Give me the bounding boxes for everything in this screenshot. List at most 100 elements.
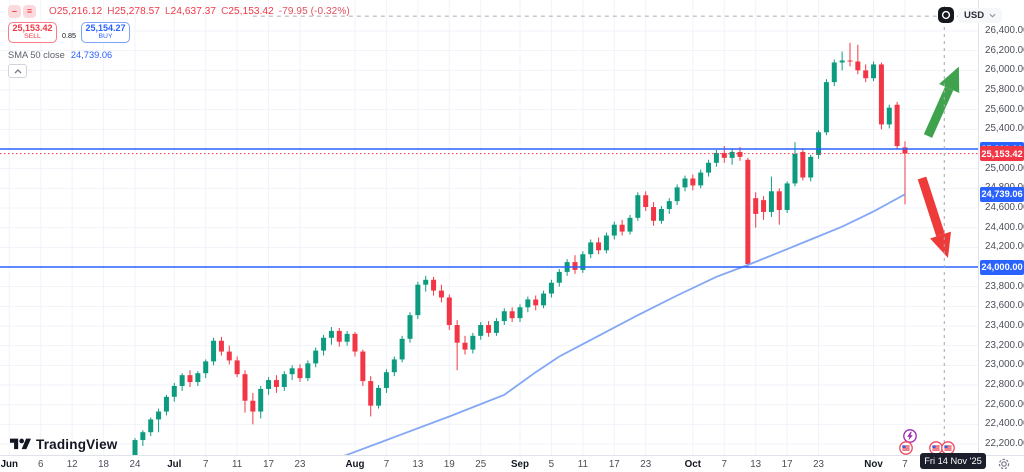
candle-body — [501, 311, 507, 322]
candle-body — [556, 271, 562, 283]
low-value: 24,637.37 — [170, 6, 217, 17]
symbol-logo-minus-icon[interactable]: – — [8, 5, 21, 18]
price-axis-label: 24,600.00 — [985, 202, 1024, 213]
time-axis-label: 7 — [902, 459, 908, 470]
indicator-name: SMA 50 close — [8, 50, 65, 60]
candle-body — [792, 153, 798, 184]
buy-label: BUY — [98, 33, 113, 41]
currency-selector[interactable]: USD — [958, 7, 1003, 23]
candle-body — [509, 311, 515, 319]
sell-price: 25,153.42 — [12, 23, 53, 34]
candle-body — [847, 60, 853, 62]
time-axis-label: 11 — [577, 459, 588, 470]
candle-body — [195, 373, 201, 383]
candle-body — [321, 337, 327, 351]
down-arrow-drawing[interactable] — [912, 175, 959, 262]
time-axis-label: 17 — [263, 459, 275, 470]
time-axis-label: 24 — [129, 459, 141, 470]
price-axis-label: 24,400.00 — [985, 221, 1024, 233]
currency-label: USD — [964, 9, 985, 21]
time-axis-label: 13 — [750, 459, 762, 470]
candle-body — [423, 279, 429, 285]
time-axis-label: 17 — [608, 459, 620, 470]
chevron-up-icon — [14, 68, 21, 73]
buy-price: 25,154.27 — [85, 23, 126, 34]
symbol-logo-list-icon[interactable]: ≡ — [23, 5, 36, 18]
price-badge: 24,000.00 — [980, 259, 1024, 275]
candle-body — [446, 297, 452, 326]
candle-body — [211, 340, 217, 362]
high-label: H — [107, 6, 115, 17]
time-axis-label: 17 — [781, 459, 793, 470]
price-axis-label: 23,600.00 — [985, 300, 1024, 312]
price-axis-label: 26,200.00 — [985, 44, 1024, 56]
price-axis-label: 23,800.00 — [985, 280, 1024, 292]
candle-body — [902, 147, 908, 154]
earnings-lightning-icon[interactable] — [903, 429, 917, 443]
candle-body — [470, 335, 476, 350]
candle-body — [627, 217, 633, 232]
time-axis-label: 25 — [475, 459, 487, 470]
tradingview-logo[interactable]: TradingView — [10, 436, 117, 453]
candle-body — [831, 62, 837, 83]
buy-button[interactable]: 25,154.27 BUY — [81, 22, 130, 43]
time-axis-label: 23 — [813, 459, 824, 470]
spread-value: 0.85 — [62, 31, 76, 40]
time-axis-label: 12 — [66, 459, 78, 470]
candle-body — [266, 380, 272, 389]
candle-body — [431, 279, 437, 291]
date-tooltip: Fri 14 Nov '25 — [920, 453, 986, 469]
sma-50-line[interactable] — [307, 193, 906, 469]
collapse-legend-button[interactable] — [8, 64, 27, 78]
candle-body — [234, 360, 240, 375]
candle-body — [894, 104, 900, 147]
candle-body — [250, 400, 256, 412]
candle-body — [352, 333, 358, 352]
open-value: 25,216.12 — [56, 6, 103, 17]
candle-body — [674, 187, 680, 202]
candle-body — [768, 191, 774, 212]
time-axis-label: Jun — [0, 459, 18, 470]
candle-body — [690, 178, 696, 186]
time-axis[interactable]: Jun 6 12 18 24 Jul 7 11 17 23 Aug 7 13 19 25 Sep 5 11 17 23… — [0, 455, 1024, 472]
time-axis-label: 7 — [721, 459, 727, 470]
candle-body — [462, 342, 468, 350]
candle-body — [273, 380, 279, 387]
candle-body — [360, 351, 366, 382]
candle-body — [171, 385, 177, 397]
candle-body — [737, 151, 743, 157]
candle-body — [297, 368, 303, 379]
sell-button[interactable]: 25,153.42 SELL — [8, 22, 57, 43]
time-axis-label: 7 — [383, 459, 390, 470]
candle-body — [816, 132, 822, 155]
candle-body — [313, 350, 319, 364]
time-axis-label: 11 — [232, 459, 243, 470]
axis-settings-gear-icon[interactable] — [997, 457, 1011, 471]
up-arrow-drawing[interactable] — [918, 62, 969, 140]
indicator-row[interactable]: SMA 50 close 24,739.06 — [8, 50, 350, 60]
candle-body — [745, 159, 751, 265]
candle-body — [148, 419, 154, 433]
price-axis-label: 25,000.00 — [985, 162, 1024, 174]
price-axis-label: 25,800.00 — [985, 84, 1024, 95]
candle-body — [242, 374, 248, 401]
time-axis-label: 23 — [294, 459, 306, 470]
candle-body — [682, 178, 688, 188]
time-axis-label: 18 — [98, 459, 110, 470]
candle-body — [415, 284, 421, 316]
candle-body — [525, 299, 531, 308]
candle-body — [666, 201, 672, 209]
candle-body — [344, 333, 350, 342]
candle-body — [698, 172, 704, 186]
candle-body — [368, 381, 374, 406]
candle-body — [163, 396, 169, 412]
candle-body — [289, 368, 295, 375]
price-axis[interactable]: 26,400.00 26,200.00 26,000.00 25,800.00 25,6… — [978, 0, 1024, 455]
price-badge: 24,739.06 — [980, 186, 1024, 202]
candle-body — [729, 151, 735, 158]
us-flag-event-icon[interactable] — [899, 441, 913, 455]
candle-body — [721, 152, 727, 158]
candle-body — [383, 372, 389, 388]
